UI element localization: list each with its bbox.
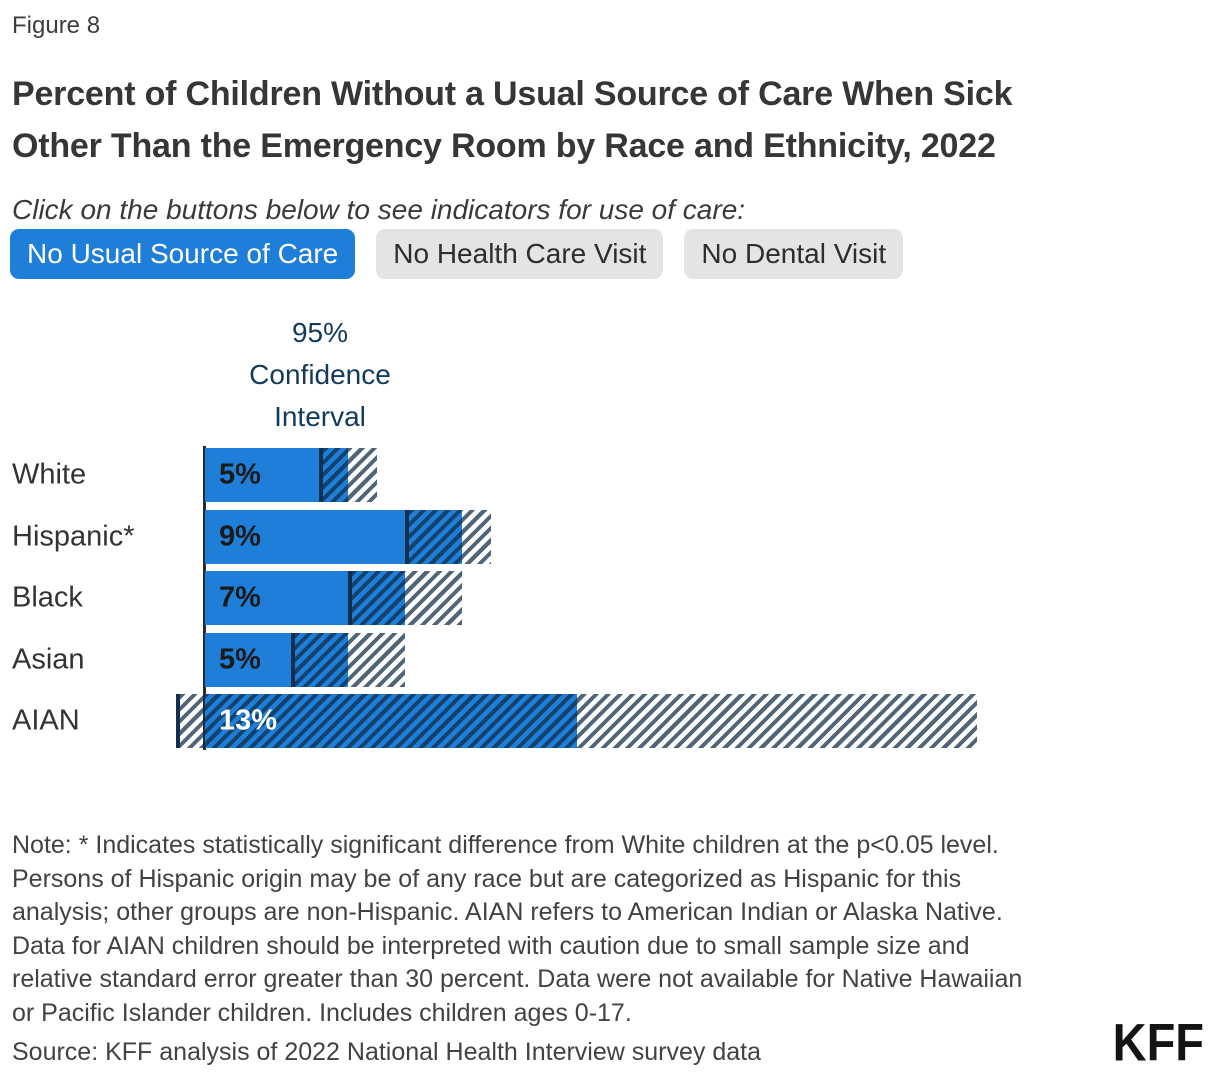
tab-no-health-care-visit[interactable]: No Health Care Visit	[376, 229, 664, 279]
category-label: Asian	[12, 643, 85, 675]
note-line: Data for AIAN children should be interpr…	[12, 931, 970, 960]
tab-no-dental-visit[interactable]: No Dental Visit	[684, 229, 904, 279]
title-line-2: Other Than the Emergency Room by Race an…	[12, 127, 996, 165]
instruction-text: Click on the buttons below to see indica…	[12, 194, 746, 225]
confidence-interval-legend: 95% Confidence Interval	[249, 317, 391, 432]
confidence-interval-band	[290, 632, 406, 687]
y-axis-line	[203, 446, 206, 750]
confidence-interval-band	[176, 694, 978, 748]
confidence-interval-band	[348, 571, 463, 625]
value-label: 5%	[219, 643, 261, 675]
page-title: Percent of Children Without a Usual Sour…	[12, 68, 1013, 172]
title-line-1: Percent of Children Without a Usual Sour…	[12, 75, 1013, 113]
note-line: analysis; other groups are non-Hispanic.…	[12, 898, 1003, 926]
value-label: 9%	[219, 520, 261, 552]
note-line: relative standard error greater than 30 …	[12, 965, 1023, 993]
category-label: Hispanic*	[12, 520, 135, 552]
indicator-button-group: No Usual Source of Care No Health Care Vi…	[10, 229, 904, 279]
value-label: 5%	[219, 458, 261, 491]
kff-logo: KFF	[1112, 1012, 1204, 1072]
confidence-interval-band	[319, 448, 377, 502]
source-text: Source: KFF analysis of 2022 National He…	[12, 1038, 761, 1066]
bar-row: Asian 5%	[0, 632, 1220, 687]
figure-label: Figure 8	[12, 12, 101, 39]
note-line: Note: * Indicates statistically signific…	[12, 831, 999, 859]
bar-row: Hispanic* 9%	[0, 509, 1220, 564]
bar-row: AIAN 13%	[0, 694, 1220, 748]
confidence-interval-band	[405, 509, 491, 564]
note-line: or Pacific Islander children. Includes c…	[12, 998, 632, 1027]
bar-chart: White 5% Hispanic* 9% Black 7% Asian 5% AIAN 13%	[0, 446, 1220, 750]
bar-row: White 5%	[0, 448, 1220, 502]
tab-no-usual-source-of-care[interactable]: No Usual Source of Care	[10, 229, 356, 279]
category-label: Black	[12, 581, 83, 614]
note-text: Note: * Indicates statistically signific…	[12, 829, 1022, 1030]
category-label: White	[12, 458, 87, 491]
value-label: 13%	[219, 704, 278, 737]
note-line: Persons of Hispanic origin may be of any…	[12, 864, 962, 893]
value-label: 7%	[219, 581, 261, 614]
bar-row: Black 7%	[0, 571, 1220, 625]
category-label: AIAN	[12, 704, 80, 737]
